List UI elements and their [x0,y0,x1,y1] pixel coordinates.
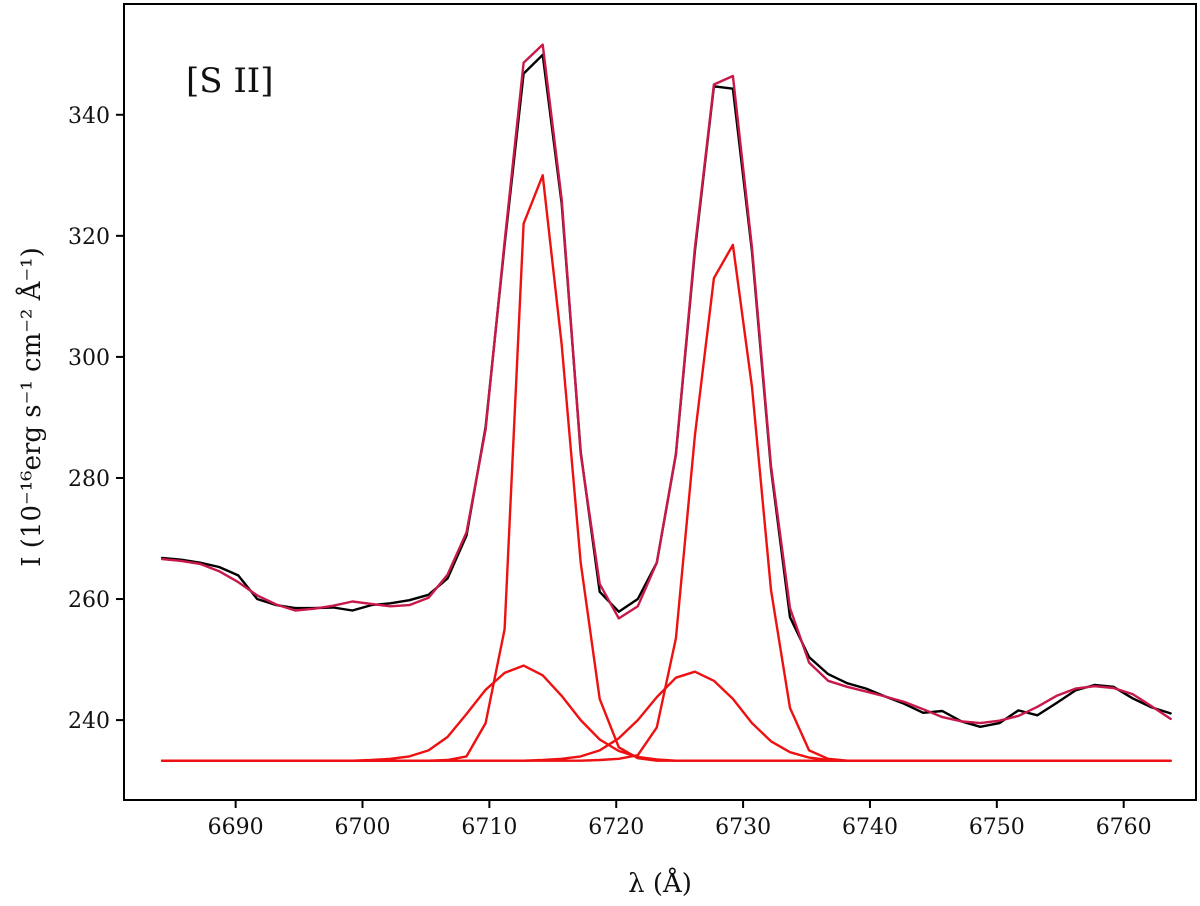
x-tick-label: 6740 [842,815,898,840]
y-tick-label: 300 [68,346,110,371]
x-axis-ticks: 6690 6700 6710 6720 6730 6740 6750 6760 [208,800,1152,840]
series-line-5 [160,670,1172,762]
x-tick-label: 6720 [588,815,644,840]
y-tick-label: 340 [68,104,110,129]
y-axis-label: I (10⁻¹⁶erg s⁻¹ cm⁻² Å⁻¹) [15,247,47,567]
line-annotation: [S II] [186,61,274,101]
y-tick-label: 260 [68,588,110,613]
x-tick-label: 6710 [461,815,517,840]
series-line-1 [160,43,1172,725]
x-axis-label: λ (Å) [628,867,692,899]
x-tick-label: 6750 [969,815,1025,840]
y-tick-label: 320 [68,225,110,250]
x-tick-label: 6690 [208,815,264,840]
series-layer [160,43,1172,762]
plot-frame [123,3,1197,801]
x-tick-label: 6730 [715,815,771,840]
y-tick-label: 240 [68,709,110,734]
x-tick-label: 6700 [335,815,391,840]
y-axis-ticks: 240 260 280 300 320 340 [68,104,124,734]
y-tick-label: 280 [68,467,110,492]
x-tick-label: 6760 [1096,815,1152,840]
